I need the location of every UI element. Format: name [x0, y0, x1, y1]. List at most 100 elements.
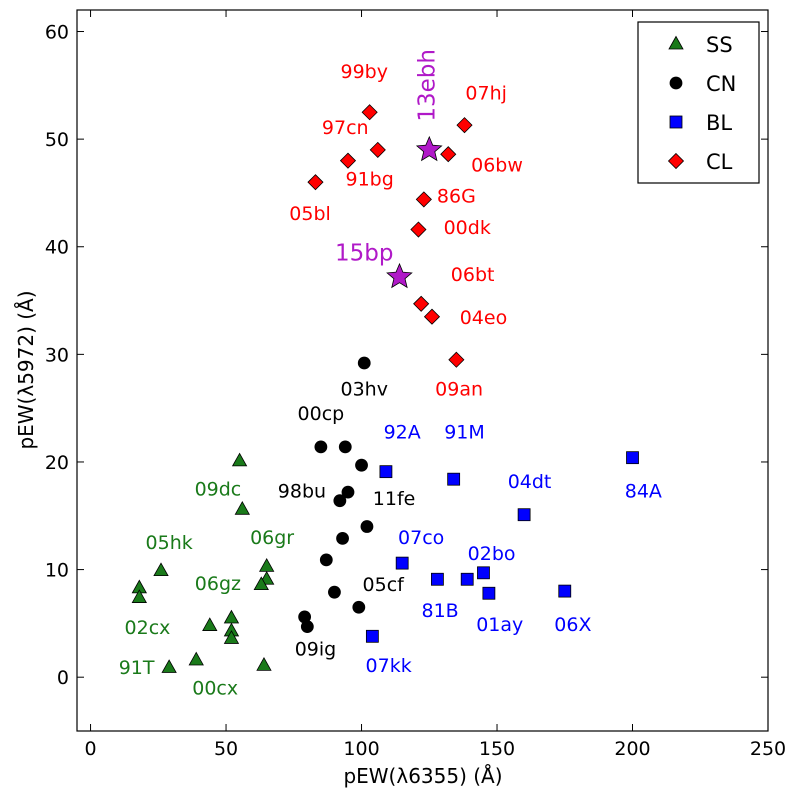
- data-point-ss: [188, 651, 204, 666]
- data-point-bl: [517, 508, 531, 522]
- x-tick-label: 0: [85, 738, 97, 760]
- y-tick-label: 30: [45, 344, 69, 366]
- point-label-98bu: 98bu: [278, 480, 326, 502]
- data-point-cl: [440, 146, 457, 163]
- point-label-06bw: 06bw: [471, 154, 523, 176]
- point-label-91M: 91M: [444, 421, 485, 443]
- data-point-ss: [256, 657, 272, 671]
- y-tick-label: 10: [45, 560, 69, 582]
- point-label-02cx: 02cx: [125, 617, 171, 639]
- point-label-06X: 06X: [554, 614, 591, 636]
- y-tick-label: 60: [45, 22, 69, 44]
- y-tick-label: 20: [45, 452, 69, 474]
- data-point-cn: [333, 494, 347, 508]
- data-point-ss: [161, 659, 177, 673]
- data-point-cn: [314, 440, 328, 454]
- data-point-cl: [339, 152, 357, 169]
- point-label-05cf: 05cf: [363, 574, 406, 596]
- point-label-00cp: 00cp: [298, 403, 345, 425]
- y-tick-label: 50: [45, 129, 69, 151]
- data-point-bl: [447, 472, 461, 486]
- x-tick-label: 200: [614, 738, 650, 760]
- x-tick-label: 100: [343, 738, 379, 760]
- point-label-07co: 07co: [398, 527, 444, 549]
- data-point-cl: [307, 174, 324, 191]
- legend-label-cn: CN: [706, 72, 736, 96]
- data-point-ss: [131, 589, 148, 603]
- point-label-84A: 84A: [625, 480, 662, 502]
- data-point-bl: [379, 465, 393, 479]
- legend-marker-bl: [669, 115, 683, 129]
- highlight-point-13ebh: [415, 135, 443, 162]
- data-point-bl: [482, 586, 496, 600]
- data-point-bl: [395, 556, 409, 570]
- data-point-cl: [423, 308, 441, 325]
- data-point-ss: [153, 562, 169, 577]
- point-label-07hj: 07hj: [465, 82, 507, 104]
- data-point-ss: [223, 630, 240, 644]
- data-point-cn: [336, 531, 349, 545]
- point-label-92A: 92A: [384, 421, 421, 443]
- point-label-09dc: 09dc: [195, 478, 242, 500]
- data-point-cn: [341, 485, 355, 499]
- data-point-cn: [357, 356, 371, 370]
- data-point-cl: [448, 351, 465, 368]
- data-point-cn: [355, 458, 368, 472]
- point-label-05hk: 05hk: [146, 532, 193, 554]
- point-label-01ay: 01ay: [476, 614, 523, 636]
- y-tick-label: 40: [45, 237, 69, 259]
- point-label-02bo: 02bo: [468, 543, 516, 565]
- point-label-11fe: 11fe: [373, 488, 416, 510]
- point-label-09ig: 09ig: [295, 639, 337, 661]
- point-label-06gz: 06gz: [195, 573, 241, 595]
- data-point-bl: [626, 451, 639, 465]
- data-point-cl: [415, 191, 432, 208]
- point-label-09an: 09an: [435, 378, 483, 400]
- data-point-ss: [202, 617, 218, 631]
- highlight-point-15bp: [386, 262, 413, 289]
- legend-label-ss: SS: [706, 33, 733, 57]
- data-point-ss: [253, 576, 269, 591]
- plot-area-frame: [76, 9, 769, 732]
- point-label-13ebh: 13ebh: [415, 49, 441, 122]
- x-tick-label: 150: [479, 738, 515, 760]
- data-point-cn: [319, 553, 333, 567]
- point-label-86G: 86G: [437, 186, 476, 208]
- data-point-cn: [328, 585, 341, 599]
- data-point-bl: [558, 584, 572, 598]
- point-label-04dt: 04dt: [508, 471, 552, 493]
- y-tick-label: 0: [57, 667, 69, 689]
- data-point-ss: [231, 452, 248, 467]
- point-label-81B: 81B: [422, 600, 459, 622]
- point-label-03hv: 03hv: [341, 378, 388, 400]
- y-axis-label: pEW(λ5972) (Å): [14, 290, 38, 449]
- legend-marker-ss: [668, 35, 684, 50]
- data-point-cn: [360, 520, 374, 533]
- data-point-bl: [477, 566, 490, 580]
- data-point-cn: [300, 620, 314, 634]
- data-point-bl: [460, 572, 474, 586]
- point-label-00cx: 00cx: [192, 677, 238, 699]
- data-point-cl: [410, 221, 427, 238]
- data-point-ss: [234, 501, 250, 515]
- legend-label-bl: BL: [706, 111, 732, 135]
- point-label-06bt: 06bt: [451, 264, 495, 286]
- data-point-cl: [361, 104, 378, 121]
- point-label-04eo: 04eo: [460, 307, 508, 329]
- data-point-cn: [352, 600, 366, 614]
- data-point-bl: [431, 572, 444, 586]
- point-label-99by: 99by: [340, 61, 387, 83]
- point-label-15bp: 15bp: [335, 241, 393, 267]
- x-tick-label: 50: [214, 738, 238, 760]
- legend-box: [637, 21, 760, 184]
- x-tick-label: 250: [750, 738, 786, 760]
- point-label-97cn: 97cn: [322, 117, 369, 139]
- data-point-cl: [413, 295, 430, 312]
- legend-marker-cn: [669, 76, 683, 90]
- legend-label-cl: CL: [706, 150, 733, 174]
- data-point-cl: [456, 117, 473, 134]
- data-point-cl: [369, 141, 386, 158]
- point-label-05bl: 05bl: [289, 203, 331, 225]
- legend-marker-cl: [667, 152, 685, 170]
